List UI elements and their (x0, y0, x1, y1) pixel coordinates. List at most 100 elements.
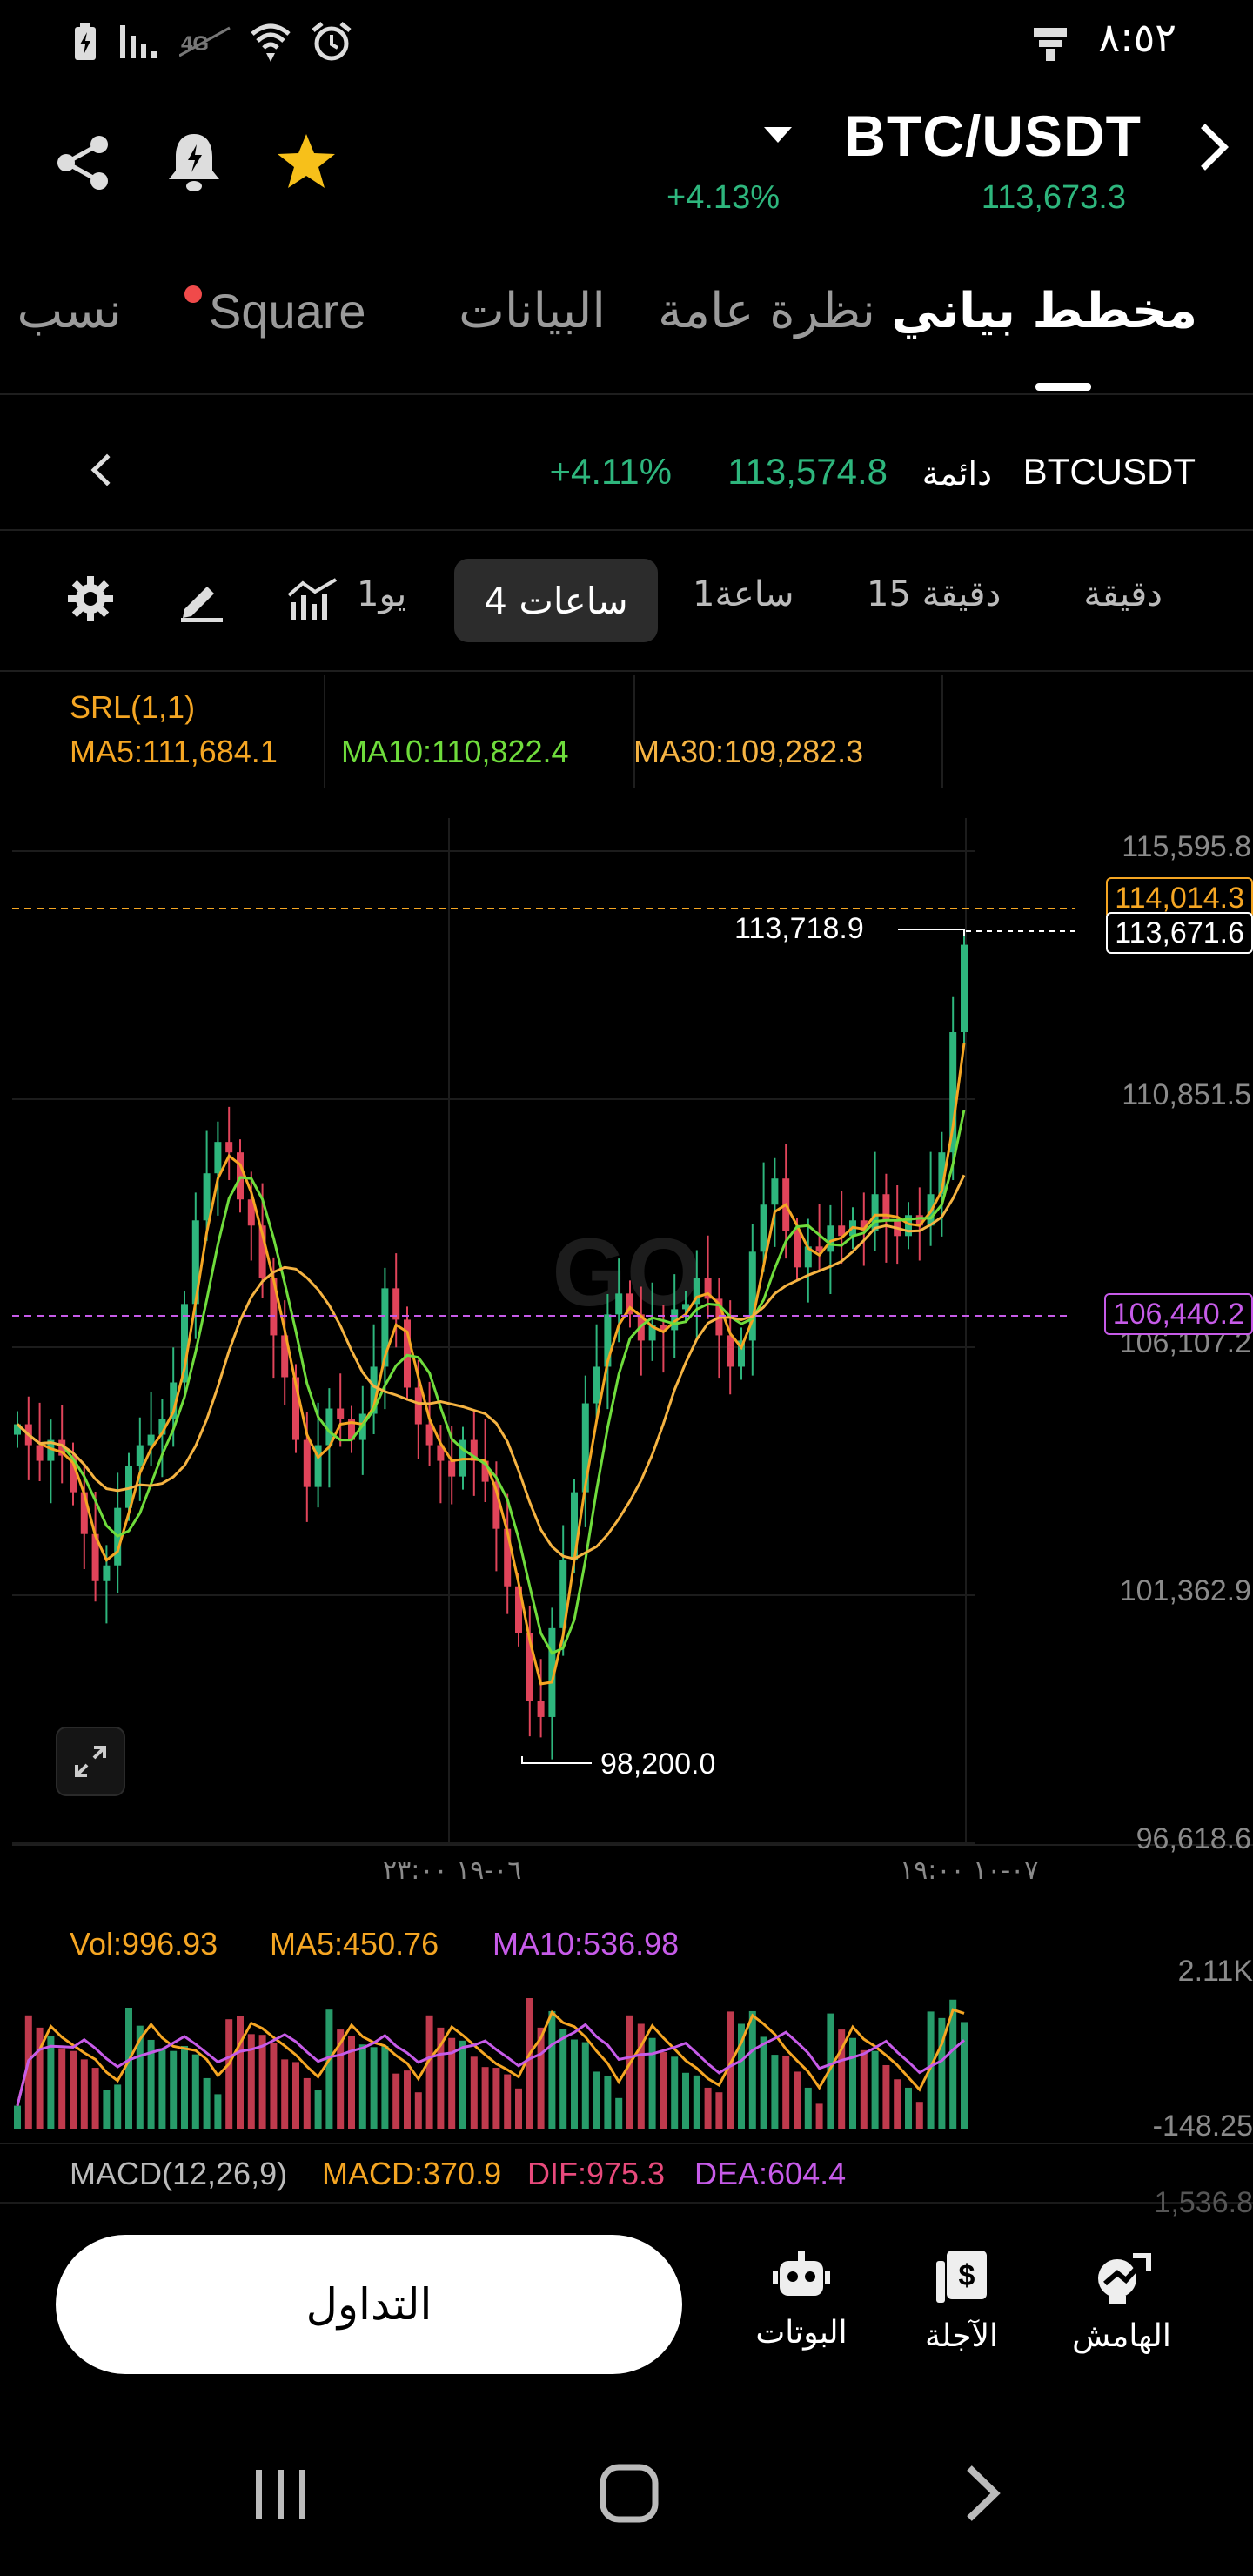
volume-bar (682, 2072, 689, 2129)
candle-body (559, 1560, 567, 1628)
volume-bar (748, 2010, 756, 2129)
instrument-name[interactable]: BTCUSDT (1022, 451, 1196, 492)
candle-body (36, 1445, 44, 1461)
last-price-tag: 113,671.6 (1106, 912, 1253, 954)
volume-bar (114, 2084, 122, 2129)
chevron-right-icon[interactable] (1182, 124, 1229, 171)
candle-body (325, 1408, 333, 1446)
tab-overview[interactable]: نظرة عامة (657, 283, 875, 339)
tab-square[interactable]: Square (209, 284, 366, 339)
chevron-left-icon[interactable] (90, 453, 124, 486)
candle-body (794, 1231, 801, 1268)
nav-futures[interactable]: $ الآجلة (888, 2249, 1035, 2354)
favorite-star-icon[interactable] (275, 131, 338, 193)
volume-bar (961, 2022, 968, 2129)
purple-line-tag[interactable]: 106,440.2 (1103, 1293, 1253, 1335)
candle-body (314, 1445, 322, 1487)
volume-bar (615, 2097, 623, 2129)
volume-bar (548, 2010, 556, 2129)
settings-gear-icon[interactable] (66, 574, 115, 623)
interval-4h[interactable]: 4 ساعات (484, 579, 628, 622)
volume-ma10-line (16, 2023, 965, 2106)
volume-bar (704, 2087, 712, 2129)
back-icon[interactable] (957, 2463, 1009, 2524)
volume-bar (292, 2062, 299, 2129)
candle-body (58, 1439, 66, 1456)
trade-button[interactable]: التداول (56, 2235, 682, 2374)
share-icon[interactable] (54, 132, 115, 193)
candle-body (425, 1424, 433, 1446)
indicators-icon[interactable] (287, 576, 339, 621)
candle-body (860, 1220, 868, 1231)
candle-body (648, 1325, 656, 1341)
tab-chart[interactable]: مخطط بياني (891, 283, 1197, 339)
instrument-type: دائمة (921, 454, 992, 493)
candle-body (203, 1173, 211, 1221)
pair-dropdown-icon[interactable] (764, 127, 792, 143)
candle-body (147, 1434, 155, 1446)
nav-margin[interactable]: الهامش (1048, 2249, 1196, 2354)
recent-apps-icon[interactable] (251, 2463, 312, 2524)
ma10-line (16, 1109, 966, 1655)
candle-body (949, 1032, 957, 1153)
volume-bar (604, 2076, 612, 2129)
volume-bar (225, 2019, 233, 2129)
volume-bar (938, 2017, 946, 2129)
candle-body (47, 1439, 55, 1461)
volume-bar (648, 2037, 656, 2129)
volume-bar (738, 2023, 745, 2129)
interval-active-highlight (454, 559, 658, 642)
volume-bar (203, 2077, 211, 2129)
price-axis-label: 110,851.5 (1122, 1078, 1251, 1111)
ma10-value: MA10:110,822.4 (341, 734, 569, 769)
nav-bots[interactable]: البوتات (727, 2249, 875, 2351)
candle-body (303, 1439, 311, 1487)
candle-body (905, 1215, 912, 1237)
volume-bar (593, 2071, 600, 2129)
candle-body (404, 1319, 411, 1388)
price-axis-label: 115,595.8 (1122, 830, 1251, 863)
macd-params: MACD(12,26,9) (70, 2156, 288, 2191)
ma5-value: MA5:111,684.1 (70, 734, 278, 769)
volume-bar (191, 2054, 199, 2129)
candle-body (14, 1424, 21, 1435)
interval-1m[interactable]: دقيقة (1083, 574, 1163, 614)
volume-bar (24, 2015, 32, 2129)
tab-ratios[interactable]: نسب (17, 283, 122, 339)
volume-bar (693, 2075, 700, 2129)
candle-body (103, 1565, 111, 1581)
tab-data[interactable]: البيانات (459, 283, 606, 339)
volume-ma10: MA10:536.98 (492, 1926, 680, 1962)
volume-bar (314, 2090, 322, 2129)
home-icon[interactable] (599, 2463, 660, 2524)
candle-body (537, 1701, 545, 1717)
draw-pencil-icon[interactable] (178, 574, 226, 623)
volume-bar (849, 2037, 856, 2129)
volume-bar (459, 2040, 466, 2129)
high-price-label: 113,718.9 (734, 912, 864, 945)
volume-bar (258, 2035, 266, 2129)
macd-dea: DEA:604.4 (694, 2156, 847, 2191)
candle-body (370, 1366, 378, 1414)
candle-body (671, 1309, 679, 1331)
volume-axis-bottom: -148.25 (1152, 2110, 1253, 2143)
pair-change: +4.13% (667, 179, 780, 216)
volume-bar (794, 2071, 801, 2129)
fullscreen-button[interactable] (56, 1727, 125, 1796)
price-alert-icon[interactable] (165, 131, 223, 193)
candle-body (771, 1178, 779, 1205)
interval-1h[interactable]: 1ساعة (693, 574, 794, 614)
interval-1d[interactable]: 1يو (357, 574, 407, 614)
candle-body (915, 1215, 923, 1226)
volume-bar (671, 2056, 679, 2129)
pair-title[interactable]: BTC/USDT (844, 104, 1142, 168)
volume-bar (815, 2103, 823, 2129)
volume-bar (526, 1998, 533, 2129)
candle-body (381, 1288, 389, 1367)
price-chart[interactable]: GO 115,595.8110,851.5106,107.2101,362.99… (0, 818, 1253, 1888)
volume-bar (147, 2039, 155, 2129)
interval-15m[interactable]: 15 دقيقة (867, 574, 1002, 614)
volume-bar (571, 2039, 578, 2129)
tab-underline (1035, 383, 1091, 391)
candle-body (437, 1445, 445, 1461)
